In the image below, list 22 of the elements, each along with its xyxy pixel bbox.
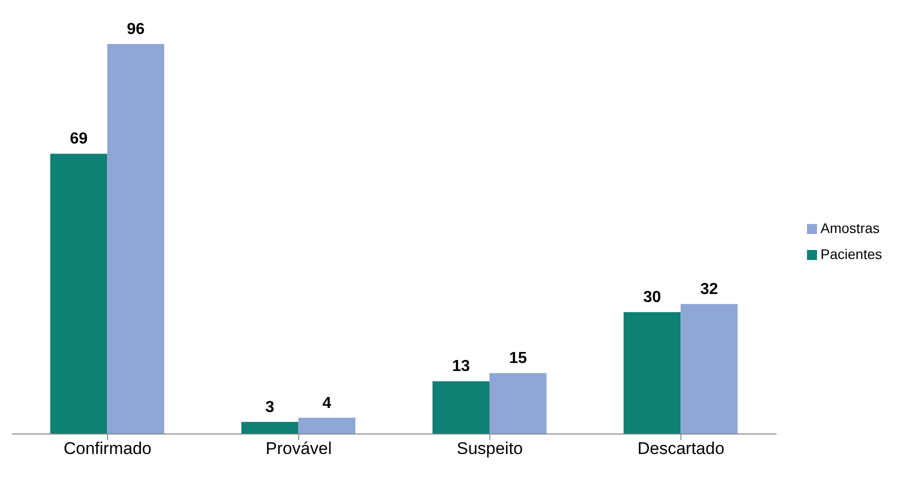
x-tick-label: Suspeito (456, 439, 523, 458)
bar (680, 304, 738, 434)
data-label: 3 (265, 398, 274, 416)
bar (432, 381, 490, 434)
x-tick-label: Provável (266, 439, 332, 458)
data-label: 32 (700, 281, 718, 298)
bar (241, 422, 298, 434)
bar (298, 418, 356, 434)
bar (50, 154, 108, 434)
x-tick-label: Confirmado (64, 439, 152, 458)
bar (624, 312, 681, 434)
bar (489, 373, 546, 434)
x-tick-label: Descartado (637, 439, 724, 458)
data-label: 96 (126, 21, 145, 38)
data-label: 30 (643, 289, 662, 306)
legend-label: Pacientes (820, 246, 882, 262)
legend-label: Amostras (820, 220, 880, 236)
data-label: 13 (452, 358, 470, 376)
data-label: 15 (509, 350, 527, 368)
data-label: 69 (70, 130, 88, 148)
data-label: 4 (322, 394, 332, 412)
bar (107, 44, 164, 434)
